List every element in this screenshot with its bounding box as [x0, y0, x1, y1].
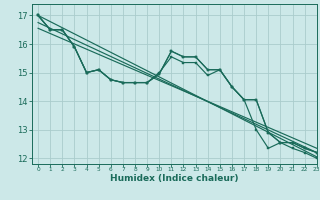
X-axis label: Humidex (Indice chaleur): Humidex (Indice chaleur): [110, 174, 239, 183]
